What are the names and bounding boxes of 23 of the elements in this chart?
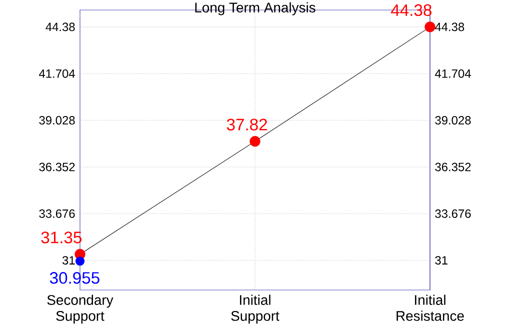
point — [424, 22, 436, 32]
y-tick-label: 31 — [62, 256, 75, 265]
y2-tick-label: 39.028 — [435, 116, 471, 125]
y2-tick-label: 44.38 — [434, 22, 464, 32]
y-tick-label: 36.352 — [39, 162, 75, 172]
data-label: 30.955 — [50, 272, 100, 284]
y-tick-label: 39.028 — [39, 116, 75, 125]
x-tick-label: Secondary Support — [47, 294, 114, 324]
chart-title: Long Term Analysis — [195, 2, 316, 16]
y-tick-label: 41.704 — [39, 69, 75, 78]
x-tick-label: Initial Resistance — [396, 294, 464, 321]
y2-tick-label: 31 — [435, 256, 448, 265]
y2-tick-label: 36.352 — [435, 162, 471, 172]
y2-tick-label: 33.676 — [435, 209, 471, 218]
y2-tick-label: 41.704 — [434, 69, 471, 78]
y-tick-label: 44.38 — [46, 22, 75, 32]
point — [250, 136, 260, 147]
y-tick-label: 33.676 — [39, 209, 75, 218]
data-label: 37.82 — [226, 118, 267, 130]
data-label: 31.35 — [41, 232, 82, 244]
point — [75, 256, 85, 266]
data-label: 44.38 — [391, 4, 432, 16]
x-tick-label: Initial Support — [231, 294, 280, 324]
